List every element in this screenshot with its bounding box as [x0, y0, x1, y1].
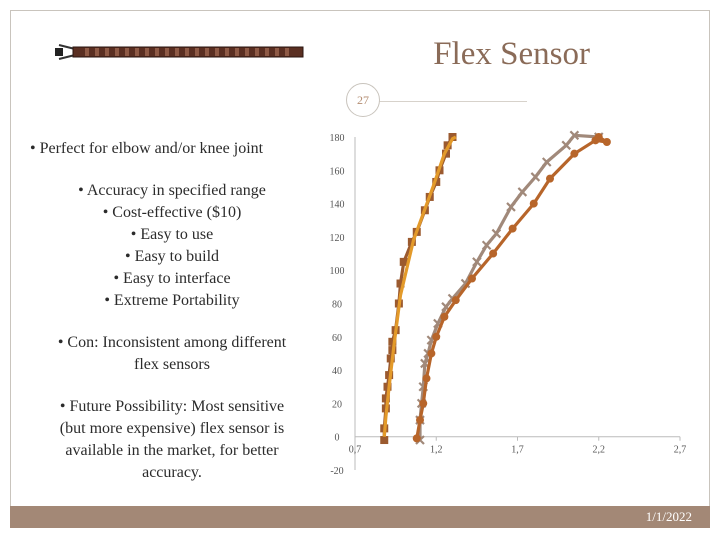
footer-date: 1/1/2022 — [645, 509, 692, 524]
bullet-line: flex sensors — [134, 356, 210, 373]
flex-sensor-chart: -20 0 20 40 60 80 100 120 140 160 180 0,7 1,2 1,7 2,2 2… — [330, 130, 687, 477]
slide-title: Flex Sensor — [433, 36, 590, 72]
data-point — [388, 337, 397, 346]
data-point — [440, 312, 449, 321]
y-tick-label: -20 — [330, 466, 343, 477]
data-point — [570, 149, 579, 158]
x-tick-label: 0,7 — [349, 445, 362, 456]
series-line — [415, 135, 609, 439]
data-point — [481, 240, 492, 251]
y-tick-label: 40 — [332, 366, 342, 377]
flex-sensor-image — [55, 44, 304, 60]
bullet-line: • Extreme Portability — [104, 292, 240, 309]
data-point — [468, 274, 476, 283]
bullet-line: • Cost-effective ($10) — [102, 204, 242, 221]
data-point — [541, 157, 552, 167]
x-tick-label: 2,2 — [593, 445, 606, 456]
x-tick-label: 2,7 — [674, 445, 687, 456]
bullet-line: • Accuracy in specified range — [78, 182, 266, 199]
bullet-line: accuracy. — [142, 464, 202, 481]
data-point — [602, 137, 611, 146]
footer-bar: 1/1/2022 — [10, 506, 710, 528]
data-point — [381, 394, 390, 403]
data-point — [472, 257, 482, 267]
data-point — [399, 257, 408, 266]
data-point — [517, 187, 528, 197]
y-tick-label: 140 — [330, 200, 345, 211]
data-point — [491, 228, 502, 239]
y-tick-label: 0 — [335, 433, 340, 444]
bullet-line: • Easy to interface — [113, 270, 231, 287]
y-tick-label: 20 — [332, 399, 342, 410]
data-point — [419, 399, 428, 408]
y-tick-label: 160 — [330, 166, 345, 177]
series-line — [382, 135, 457, 437]
data-point — [594, 133, 603, 141]
bullet-line: • Con: Inconsistent among different — [57, 334, 287, 351]
data-point — [451, 296, 460, 305]
data-point — [508, 224, 517, 233]
header-divider — [372, 101, 527, 102]
bullet-perfect: • Perfect for elbow and/or knee joint — [30, 140, 264, 157]
data-point — [396, 279, 405, 288]
data-point — [561, 140, 572, 151]
x-tick-label: 1,7 — [511, 445, 524, 456]
data-point — [546, 174, 554, 183]
data-point — [506, 202, 516, 212]
bullet-line: • Easy to build — [124, 248, 220, 265]
y-tick-label: 120 — [330, 233, 345, 244]
bullet-line: • Future Possibility: Most sensitive — [59, 398, 285, 415]
data-point — [530, 172, 541, 182]
y-tick-label: 180 — [330, 133, 345, 144]
bullet-line: • Easy to use — [130, 226, 214, 243]
data-point — [412, 434, 421, 443]
y-tick-label: 60 — [332, 333, 342, 344]
data-point — [386, 354, 395, 363]
data-point — [380, 436, 389, 445]
series-line — [382, 136, 454, 440]
data-point — [422, 374, 431, 383]
y-tick-label: 80 — [332, 300, 342, 311]
data-point — [432, 332, 441, 341]
series-line — [418, 133, 599, 440]
data-point — [489, 249, 498, 258]
bullet-line: available in the market, for better — [65, 442, 279, 459]
slide-number: 27 — [346, 83, 380, 117]
data-point — [529, 199, 538, 208]
y-tick-label: 100 — [330, 266, 345, 277]
data-point — [427, 349, 436, 358]
x-tick-label: 1,2 — [430, 445, 443, 456]
data-point — [569, 130, 580, 141]
bullet-line: (but more expensive) flex sensor is — [59, 420, 285, 437]
data-point — [416, 416, 424, 425]
